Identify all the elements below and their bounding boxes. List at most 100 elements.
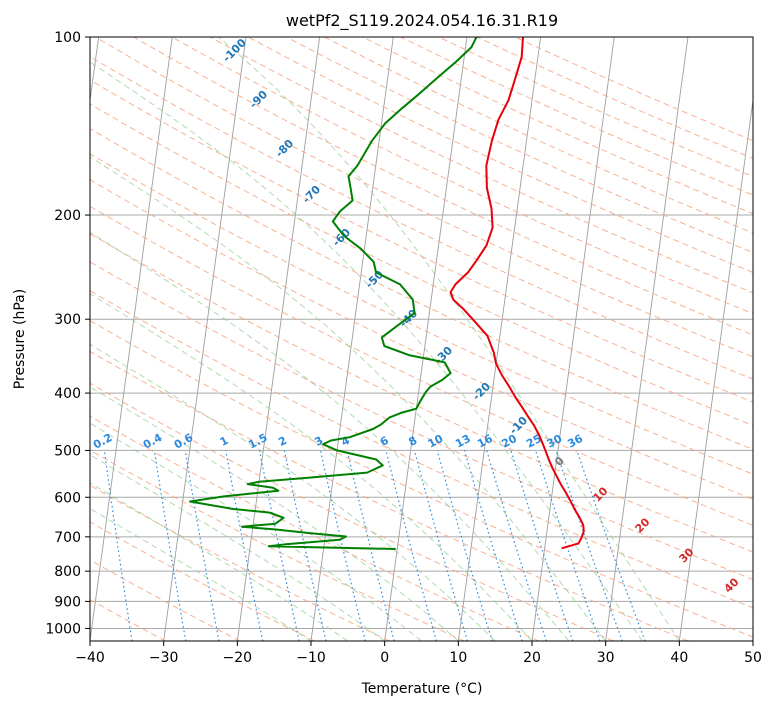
temperature-profile <box>449 37 585 550</box>
x-tick-label: 10 <box>449 650 467 666</box>
y-tick-label: 300 <box>54 312 81 328</box>
x-axis-label: Temperature (°C) <box>361 681 483 697</box>
background-lines <box>90 37 753 641</box>
isotherm <box>678 97 753 641</box>
mixing-ratio-line <box>153 450 187 641</box>
isotherm <box>531 37 615 641</box>
mixing-ratio-line <box>576 450 646 641</box>
y-tick-label: 800 <box>54 564 81 580</box>
mixing-ratio-label: 10 <box>426 432 446 451</box>
dry-adiabat <box>90 484 390 641</box>
mixing-ratio-line <box>225 450 264 641</box>
mixing-ratio-line <box>346 450 395 641</box>
mixing-ratio-label: 20 <box>499 432 519 451</box>
dry-adiabat <box>90 290 753 609</box>
x-tick-label: −40 <box>75 650 105 666</box>
dewpoint-profile <box>189 37 478 550</box>
mixing-ratio-label: 3 <box>312 434 325 449</box>
dry-adiabat <box>90 179 753 500</box>
isotherm <box>752 637 753 641</box>
mixing-ratio-label: 8 <box>406 434 419 449</box>
dry-adiabat-label: -100 <box>220 36 249 65</box>
chart-title: wetPf2_S119.2024.054.16.31.R19 <box>286 11 558 31</box>
dry-adiabat-label: -30 <box>432 344 455 367</box>
y-tick-label: 500 <box>54 443 81 459</box>
moist-adiabat <box>90 454 385 641</box>
isotherm <box>90 37 173 641</box>
dry-adiabat <box>90 153 753 475</box>
mixing-ratio-line <box>436 450 493 641</box>
x-tick-label: −10 <box>296 650 326 666</box>
dry-adiabat-label: -70 <box>300 183 323 206</box>
plot-frame <box>89 36 754 642</box>
mixing-ratio-line <box>319 450 366 641</box>
y-tick-label: 1000 <box>45 621 81 637</box>
mixing-ratio-line <box>103 450 133 641</box>
y-tick-label: 600 <box>54 490 81 506</box>
mixing-ratio-label: 16 <box>475 432 495 451</box>
dry-adiabat-label: 10 <box>591 484 611 504</box>
dry-adiabat <box>90 521 315 641</box>
dry-adiabat-label: -90 <box>247 88 270 111</box>
dry-adiabat <box>95 37 753 358</box>
dry-adiabat-label: -20 <box>470 380 493 403</box>
mixing-ratio-label: 36 <box>565 432 585 451</box>
mixing-ratio-label: 0.4 <box>141 431 165 452</box>
dry-adiabat <box>514 37 753 142</box>
dry-adiabat <box>209 37 753 294</box>
isotherm <box>90 37 100 104</box>
x-tick-label: −30 <box>149 650 179 666</box>
mixing-ratio-line <box>413 450 469 641</box>
mixing-ratio-label: 6 <box>378 434 391 449</box>
isotherm <box>605 37 689 641</box>
mixing-ratio-line <box>510 450 574 641</box>
x-tick-label: 50 <box>744 650 762 666</box>
moist-adiabat <box>90 156 607 641</box>
moist-adiabat <box>90 386 459 641</box>
moist-adiabat <box>90 61 643 641</box>
mixing-ratio-label: 0.2 <box>91 431 114 452</box>
dry-adiabat-label: -80 <box>273 137 296 160</box>
mixing-ratio-label: 2 <box>276 434 289 449</box>
y-axis: 100 200 300 400 500 600 700 800 900 1000 <box>45 30 90 637</box>
mixing-ratio-label: 30 <box>545 432 565 451</box>
moist-adiabat <box>90 231 570 641</box>
isotherm <box>457 37 542 641</box>
moist-adiabat <box>90 422 422 641</box>
y-tick-label: 900 <box>54 594 81 610</box>
y-tick-label: 200 <box>54 208 81 224</box>
dry-adiabat <box>247 37 753 274</box>
x-tick-label: 30 <box>597 650 615 666</box>
moist-adiabat <box>217 37 680 641</box>
dry-adiabat <box>476 37 753 159</box>
dry-adiabat <box>90 382 614 641</box>
dry-adiabat <box>90 56 753 380</box>
moist-adiabat <box>90 343 496 641</box>
mixing-ratio-line <box>555 450 623 641</box>
y-tick-label: 100 <box>54 30 81 46</box>
mixing-ratio-label: 4 <box>339 434 352 449</box>
dry-adiabat-label: 20 <box>633 515 653 535</box>
x-tick-label: 0 <box>380 650 389 666</box>
moist-adiabat <box>90 293 533 641</box>
dry-adiabat <box>90 261 753 581</box>
x-axis: −40 −30 −20 −10 0 10 20 30 40 50 <box>75 641 762 666</box>
moist-adiabat <box>90 482 349 641</box>
dry-adiabat <box>171 37 753 315</box>
mixing-ratio-label: 1 <box>218 434 231 449</box>
mixing-ratio-line <box>486 450 547 641</box>
isotherm <box>384 37 468 641</box>
dry-adiabat <box>286 37 753 254</box>
dry-adiabat <box>90 103 753 427</box>
dry-adiabat <box>400 37 753 196</box>
dry-adiabat <box>90 415 539 641</box>
mixing-ratio-line <box>464 450 523 641</box>
mixing-ratio-label: 1.5 <box>246 431 269 452</box>
isotherm <box>163 37 247 641</box>
isotherm <box>236 37 321 641</box>
y-tick-label: 400 <box>54 386 81 402</box>
mixing-ratio-label: 13 <box>453 432 473 451</box>
dry-adiabat-label: 30 <box>677 545 697 565</box>
dry-adiabat-label: -50 <box>363 268 386 291</box>
